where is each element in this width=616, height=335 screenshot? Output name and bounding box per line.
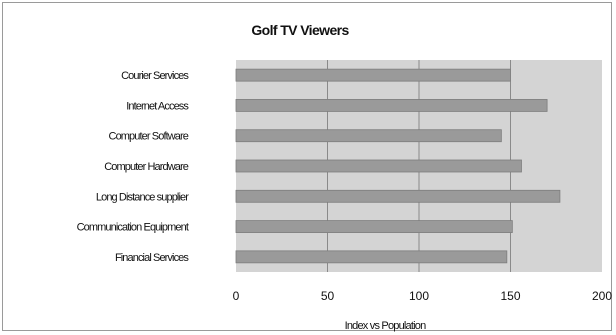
bar-long-distance-supplier	[235, 189, 561, 203]
x-tick-label: 200	[592, 289, 612, 303]
x-tick-label: 0	[233, 289, 240, 303]
chart-title: Golf TV Viewers	[251, 22, 349, 38]
category-labels: Courier Services Internet Access Computer …	[77, 70, 191, 264]
category-label: Computer Software	[109, 131, 189, 143]
bar-internet-access	[235, 99, 548, 112]
category-label: Communication Equipment	[77, 222, 189, 234]
x-tick-label: 50	[321, 289, 335, 303]
category-label: Internet Access	[126, 100, 189, 112]
bars	[235, 68, 561, 264]
bar-courier-services	[235, 68, 511, 82]
x-tick-label: 150	[500, 289, 520, 303]
x-tick-labels: 0 50 100 150 200	[233, 289, 613, 303]
category-label: Financial Services	[115, 252, 189, 264]
category-label: Computer Hardware	[104, 161, 189, 173]
bar-financial-services	[235, 250, 508, 264]
x-tick-label: 100	[409, 289, 429, 303]
bar-communication-equipment	[235, 220, 513, 233]
bar-computer-software	[235, 129, 502, 143]
bar-computer-hardware	[235, 159, 522, 173]
x-axis-label: Index vs Population	[345, 320, 426, 332]
category-label: Long Distance supplier	[96, 191, 189, 203]
category-label: Courier Services	[121, 70, 189, 82]
